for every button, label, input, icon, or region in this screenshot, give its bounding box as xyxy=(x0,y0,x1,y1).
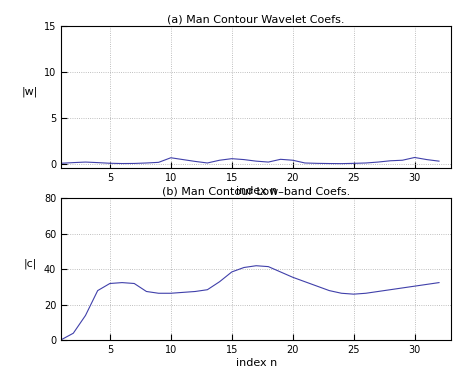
X-axis label: index n: index n xyxy=(235,358,277,368)
Y-axis label: |w|: |w| xyxy=(22,87,38,97)
Title: (a) Man Contour Wavelet Coefs.: (a) Man Contour Wavelet Coefs. xyxy=(167,14,345,24)
Title: (b) Man Contour Low–band Coefs.: (b) Man Contour Low–band Coefs. xyxy=(162,186,350,196)
Y-axis label: |c|: |c| xyxy=(24,259,37,269)
X-axis label: index n: index n xyxy=(235,186,277,196)
